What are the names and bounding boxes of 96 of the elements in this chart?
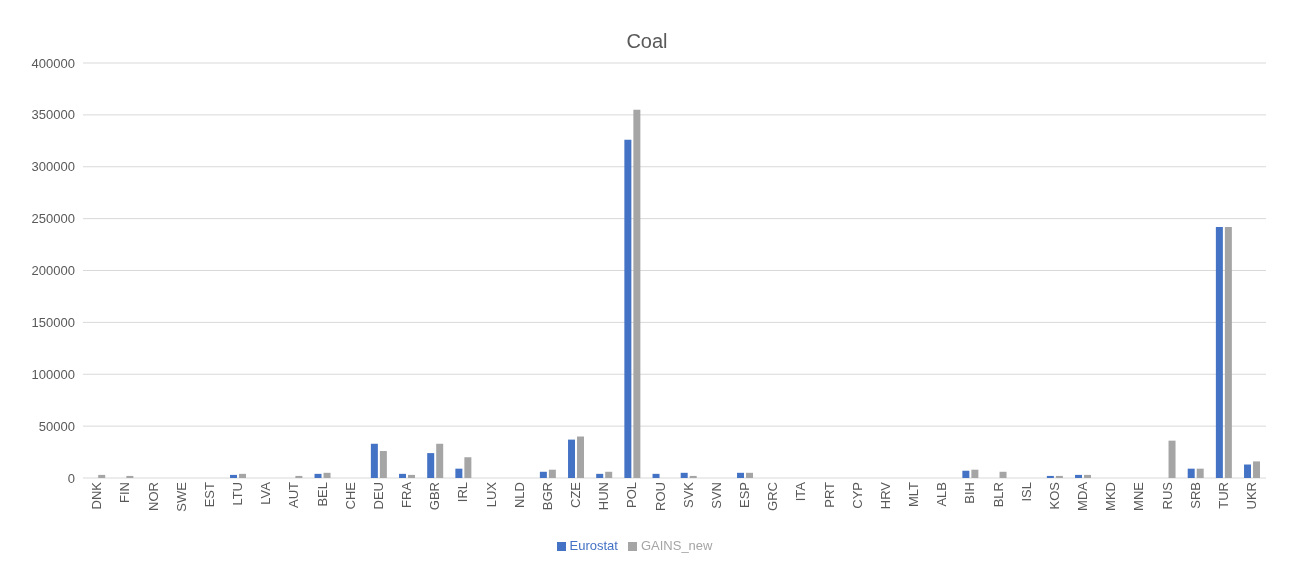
legend-label: GAINS_new (640, 538, 713, 553)
chart-title: Coal (625, 29, 669, 53)
x-tick-label: CYP (849, 482, 865, 509)
bar (1196, 468, 1204, 478)
x-tick-label: KOS (1046, 481, 1062, 510)
y-tick-label: 200000 (31, 263, 75, 279)
x-tick-label: GRC (765, 482, 781, 511)
bar (746, 472, 754, 478)
x-tick-label: HRV (877, 481, 893, 510)
bar (548, 469, 556, 478)
bar (436, 443, 444, 478)
x-tick-label: MDA (1075, 481, 1091, 511)
y-tick-label: 100000 (31, 366, 75, 382)
x-tick-label: BLR (990, 482, 1006, 508)
bar (652, 473, 660, 478)
x-tick-label: MKD (1103, 482, 1119, 511)
x-tick-label: PRT (821, 481, 837, 508)
bar (737, 472, 745, 478)
bar (624, 139, 632, 478)
x-tick-label: ROU (652, 482, 668, 511)
x-tick-label: AUT (286, 481, 302, 508)
x-tick-label: FRA (399, 481, 415, 508)
y-tick-label: 50000 (38, 418, 75, 434)
bar (1215, 226, 1223, 478)
x-tick-label: SRB (1187, 482, 1203, 509)
x-tick-label: IRL (455, 482, 471, 503)
x-tick-label: SVN (708, 482, 724, 509)
bar (1224, 226, 1232, 478)
bar (1084, 474, 1092, 478)
bar (455, 468, 463, 478)
bar (1253, 461, 1261, 478)
x-tick-label: EST (201, 481, 217, 508)
y-tick-label: 400000 (31, 55, 75, 71)
x-tick-label: POL (624, 482, 640, 509)
bar (568, 439, 576, 478)
bar (408, 474, 416, 478)
bar (605, 471, 613, 478)
x-tick-label: NLD (511, 482, 527, 509)
y-tick-label: 300000 (31, 159, 75, 175)
x-tick-label: MLT (906, 481, 922, 508)
x-tick-label: DEU (370, 482, 386, 510)
x-tick-label: LTU (230, 482, 246, 506)
x-tick-label: SVK (680, 481, 696, 509)
bar (230, 474, 238, 478)
bar (1055, 475, 1063, 478)
x-tick-label: MNE (1131, 481, 1147, 511)
bar (323, 472, 331, 478)
bar (596, 473, 604, 478)
bar (1187, 468, 1195, 478)
bar (295, 475, 303, 478)
y-tick-label: 350000 (31, 107, 75, 123)
x-tick-label: ISL (1018, 482, 1034, 502)
bar (370, 443, 378, 478)
bar (1075, 474, 1083, 478)
x-tick-label: BEL (314, 482, 330, 507)
y-tick-label: 150000 (31, 314, 75, 330)
bar (126, 475, 134, 478)
x-tick-label: ITA (793, 481, 809, 502)
x-tick-label: TUR (1215, 482, 1231, 509)
x-tick-label: NOR (145, 482, 161, 511)
x-tick-label: CHE (342, 481, 358, 510)
x-tick-label: SWE (173, 481, 189, 512)
x-tick-label: BIH (962, 482, 978, 504)
x-tick-label: FIN (117, 482, 133, 503)
x-tick-label: CZE (568, 481, 584, 508)
bar (1244, 464, 1252, 478)
x-tick-label: ALB (934, 482, 950, 507)
bar (962, 470, 970, 478)
bar (98, 474, 106, 478)
y-tick-label: 0 (67, 470, 75, 486)
bar (379, 451, 387, 478)
bar (680, 472, 688, 478)
x-tick-label: RUS (1159, 481, 1175, 510)
y-tick-label: 250000 (31, 211, 75, 227)
bar (689, 475, 697, 478)
bar (633, 109, 641, 478)
bar (399, 473, 407, 478)
bar (577, 436, 585, 478)
x-tick-label: UKR (1244, 482, 1260, 510)
x-tick-label: LUX (483, 481, 499, 508)
x-tick-label: ESP (737, 482, 753, 509)
bar (999, 471, 1007, 478)
bar (539, 471, 547, 478)
bar (239, 473, 247, 478)
bar (1046, 475, 1054, 478)
x-tick-label: GBR (427, 482, 443, 511)
bar (464, 457, 472, 478)
bar (314, 473, 322, 478)
bar (427, 453, 435, 478)
x-tick-label: BGR (539, 482, 555, 511)
x-tick-label: LVA (258, 481, 274, 505)
bar (971, 469, 979, 478)
x-tick-label: DNK (89, 481, 105, 510)
x-tick-label: HUN (596, 482, 612, 511)
bar (1168, 440, 1176, 478)
legend-label: Eurostat (569, 538, 618, 553)
